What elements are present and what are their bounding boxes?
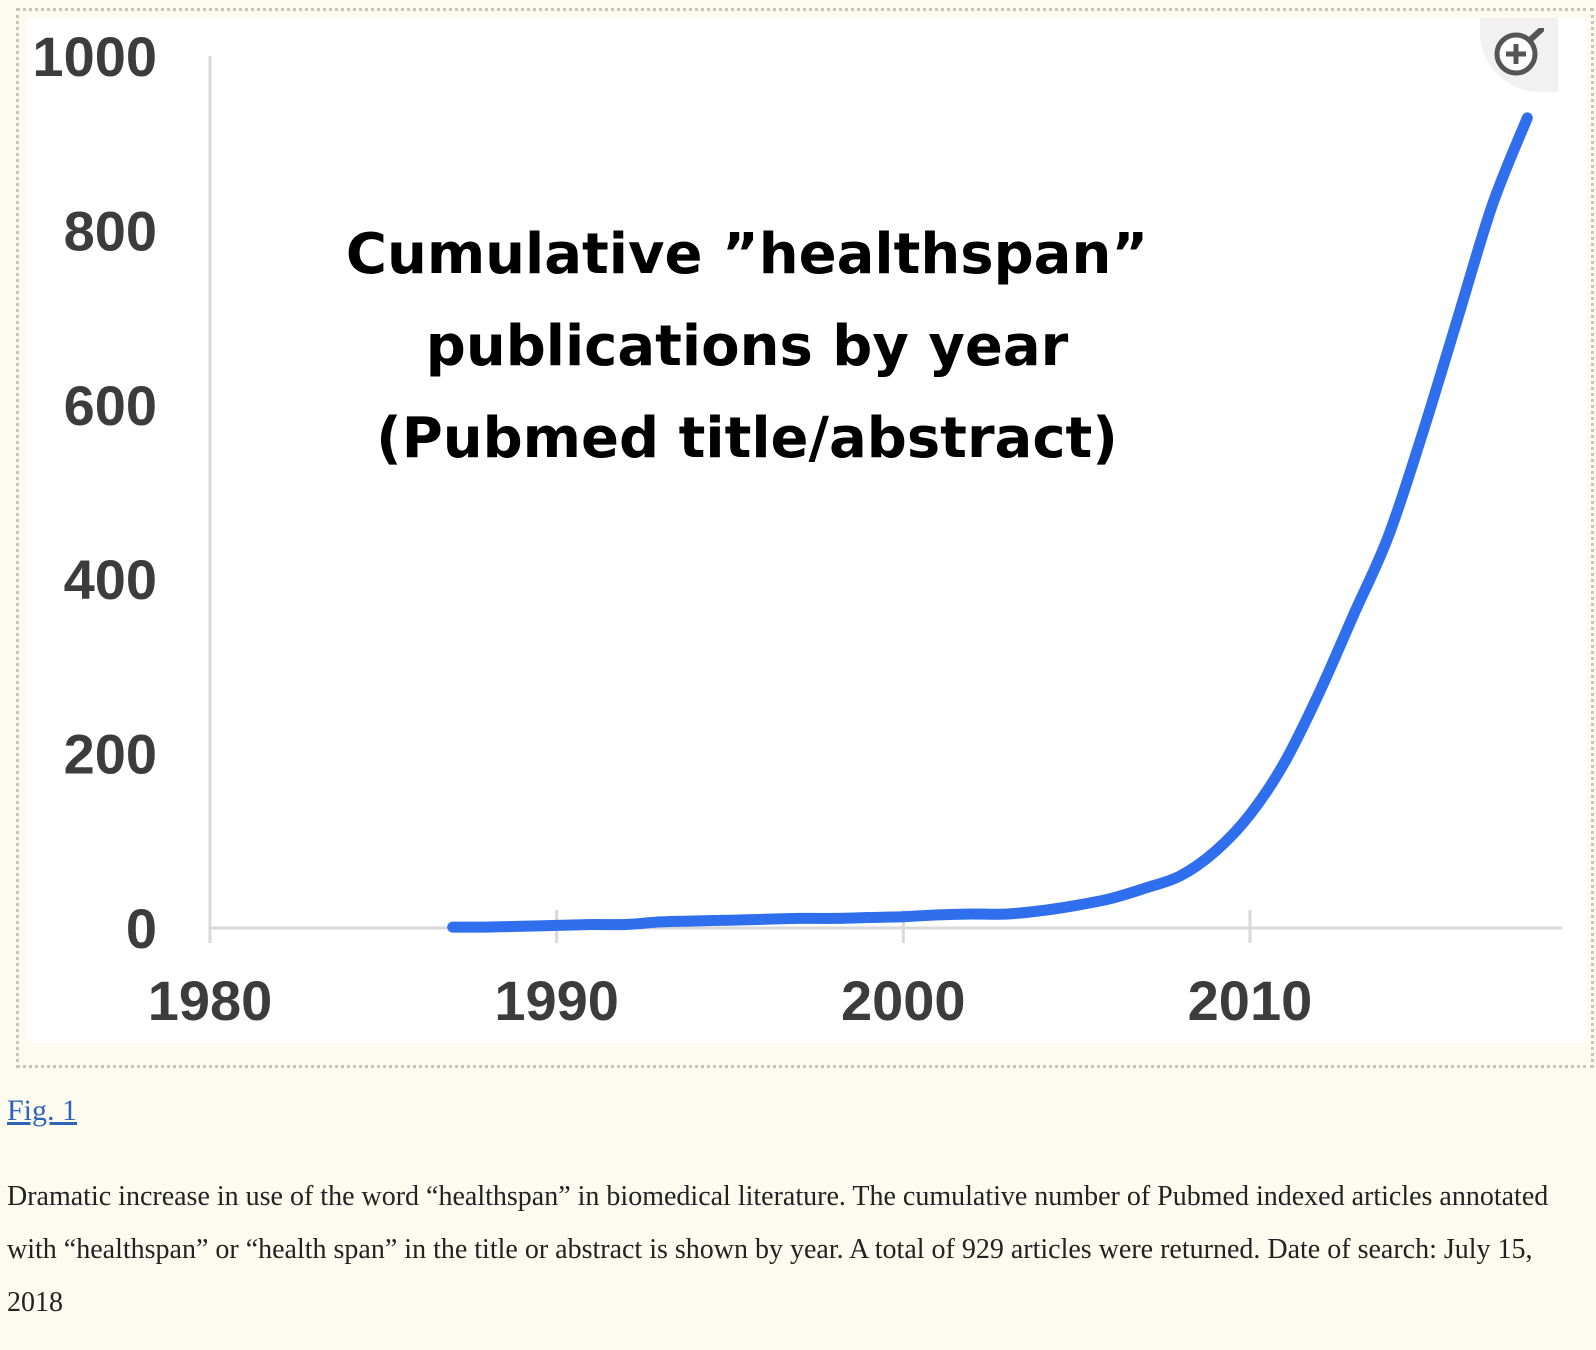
y-tick-label: 0 bbox=[126, 897, 157, 960]
y-tick-label: 800 bbox=[64, 199, 157, 262]
chart-title-line: (Pubmed title/abstract) bbox=[376, 406, 1118, 471]
zoom-button[interactable] bbox=[1480, 18, 1558, 92]
y-tick-label: 400 bbox=[64, 548, 157, 611]
x-tick-label: 2000 bbox=[841, 969, 966, 1032]
series-line bbox=[447, 112, 1533, 933]
line-chart: 1980 1990 2000 2010 0 200 400 600 800 1000 Cumula… bbox=[32, 25, 1562, 1032]
figure-link[interactable]: Fig. 1 bbox=[7, 1094, 78, 1127]
x-tick-label: 2010 bbox=[1188, 969, 1313, 1032]
figure-frame bbox=[16, 8, 1594, 1068]
y-tick-label: 600 bbox=[64, 374, 157, 437]
y-tick-label: 200 bbox=[64, 723, 157, 786]
x-tick-label: 1980 bbox=[148, 969, 273, 1032]
chart-title-line: Cumulative ”healthspan” bbox=[346, 222, 1148, 287]
x-tick-label: 1990 bbox=[494, 969, 619, 1032]
figure-caption: Dramatic increase in use of the word “he… bbox=[7, 1181, 1549, 1318]
chart-title-line: publications by year bbox=[426, 314, 1069, 379]
y-tick-label: 1000 bbox=[32, 25, 157, 88]
zoom-in-icon bbox=[1494, 28, 1544, 76]
chart-panel: 1980 1990 2000 2010 0 200 400 600 800 1000 Cumula… bbox=[27, 18, 1587, 1043]
